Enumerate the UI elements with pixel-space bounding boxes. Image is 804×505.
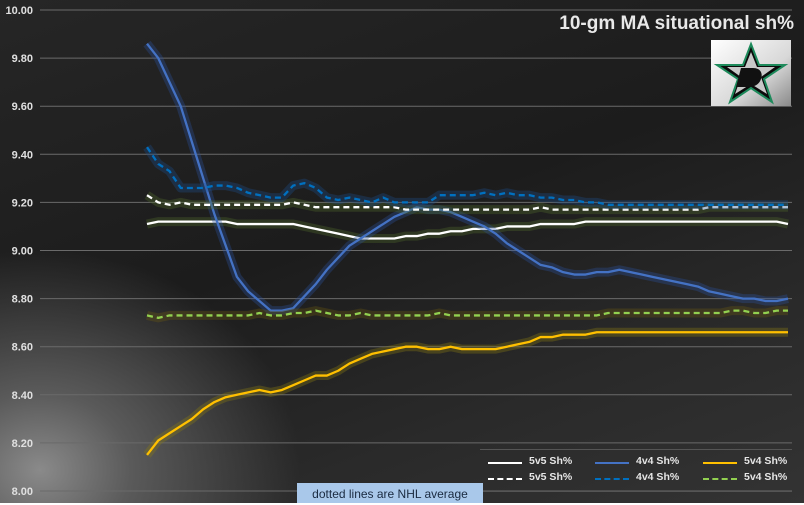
legend-label: 5v4 Sh% <box>744 455 788 467</box>
series-glow <box>143 144 788 210</box>
legend-swatch <box>703 462 737 464</box>
series-line-dotted-5v4sh <box>146 309 788 319</box>
y-tick-label: 9.40 <box>12 149 33 161</box>
y-tick-label: 8.40 <box>12 390 33 402</box>
legend-label: 5v5 Sh% <box>529 455 573 467</box>
dallas-stars-logo <box>711 40 791 106</box>
series-line-solid-5v4sh <box>146 331 788 456</box>
legend-label: 5v4 Sh% <box>744 471 788 483</box>
y-tick-label: 10.00 <box>5 5 33 17</box>
y-tick-label: 8.60 <box>12 342 33 354</box>
legend-label: 4v4 Sh% <box>636 455 680 467</box>
chart-title: 10-gm MA situational sh% <box>559 13 794 34</box>
series-line-solid-5v5sh <box>146 220 789 240</box>
y-tick-label: 9.80 <box>12 53 33 65</box>
legend-swatch <box>488 478 522 480</box>
legend-label: 4v4 Sh% <box>636 471 680 483</box>
y-tick-label: 8.20 <box>12 438 33 450</box>
annotation-note: dotted lines are NHL average <box>297 483 483 503</box>
y-tick-label: 9.00 <box>12 246 33 258</box>
legend-swatch <box>703 478 737 480</box>
y-tick-label: 8.80 <box>12 294 33 306</box>
series-line-dotted-4v4sh <box>146 146 788 206</box>
legend-swatch <box>595 462 629 464</box>
series-glow <box>143 40 789 316</box>
series-line-solid-4v4sh <box>146 42 789 312</box>
y-tick-label: 9.20 <box>12 197 33 209</box>
y-tick-label: 8.00 <box>12 486 33 498</box>
legend-border-top <box>480 449 792 450</box>
series-glow <box>146 306 788 323</box>
legend-swatch <box>488 462 522 464</box>
y-tick-label: 9.60 <box>12 101 33 113</box>
series-line-dotted-5v5sh <box>146 194 788 211</box>
legend-swatch <box>595 478 629 480</box>
legend-label: 5v5 Sh% <box>529 471 573 483</box>
legend-border-bottom <box>480 491 792 492</box>
